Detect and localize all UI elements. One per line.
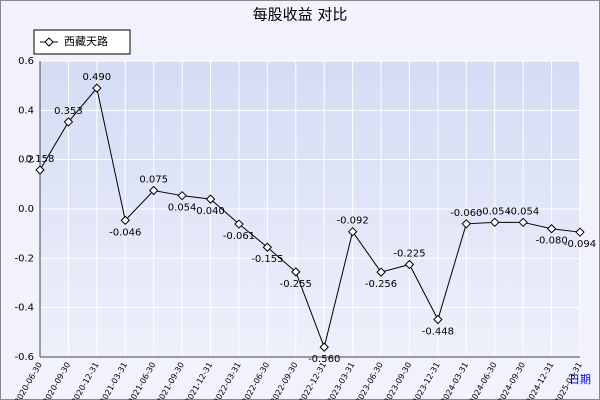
- point-marker: [319, 342, 329, 352]
- data-label: -0.054: [479, 206, 511, 217]
- data-label: -0.054: [507, 206, 539, 217]
- point-marker: [92, 83, 102, 93]
- y-tick-label: 0.0: [18, 204, 34, 215]
- point-marker: [376, 267, 386, 277]
- point-marker: [347, 226, 358, 237]
- data-label: 0.054: [168, 203, 197, 214]
- data-label: -0.092: [337, 216, 369, 227]
- data-label: -0.448: [422, 327, 454, 338]
- data-label: 0.490: [83, 72, 112, 83]
- data-label: -0.256: [365, 279, 397, 290]
- data-label: -0.560: [308, 354, 340, 365]
- data-label: -0.046: [109, 227, 141, 238]
- y-tick-label: 0.4: [18, 105, 34, 116]
- point-marker: [148, 185, 159, 196]
- series-line: [39, 87, 581, 349]
- point-marker: [35, 165, 45, 175]
- data-label: -0.155: [251, 254, 283, 265]
- data-label: 0.075: [139, 175, 168, 186]
- point-marker: [177, 190, 187, 201]
- data-label: -0.060: [450, 208, 482, 219]
- point-marker: [291, 267, 301, 277]
- y-tick-label: -0.6: [14, 352, 34, 363]
- point-marker: [490, 217, 500, 228]
- data-label: -0.061: [223, 231, 255, 242]
- point-marker: [120, 215, 130, 226]
- y-tick-label: 0.6: [18, 56, 34, 67]
- x-axis-label: 日期: [569, 373, 591, 386]
- data-label: 0.353: [54, 106, 83, 117]
- point-marker: [205, 194, 216, 204]
- point-marker: [546, 224, 557, 234]
- y-tick-label: 0.2: [18, 155, 34, 166]
- data-label: -0.225: [393, 249, 425, 260]
- point-marker: [262, 242, 273, 252]
- point-marker: [63, 117, 74, 127]
- chart-title: 每股收益 对比: [253, 6, 348, 24]
- data-label: 0.040: [196, 206, 225, 217]
- point-marker: [433, 314, 443, 325]
- data-label: 0.158: [26, 154, 55, 165]
- y-tick-label: -0.2: [14, 253, 34, 264]
- legend-label: 西藏天路: [64, 35, 108, 48]
- data-label: -0.255: [280, 279, 312, 290]
- point-marker: [461, 219, 472, 229]
- y-tick-label: -0.4: [14, 303, 34, 314]
- data-label: -0.080: [535, 236, 567, 247]
- legend-marker: [44, 37, 54, 47]
- point-marker: [234, 219, 244, 229]
- point-marker: [518, 217, 528, 228]
- data-label: -0.094: [564, 239, 596, 250]
- point-marker: [575, 227, 585, 237]
- point-marker: [404, 259, 415, 270]
